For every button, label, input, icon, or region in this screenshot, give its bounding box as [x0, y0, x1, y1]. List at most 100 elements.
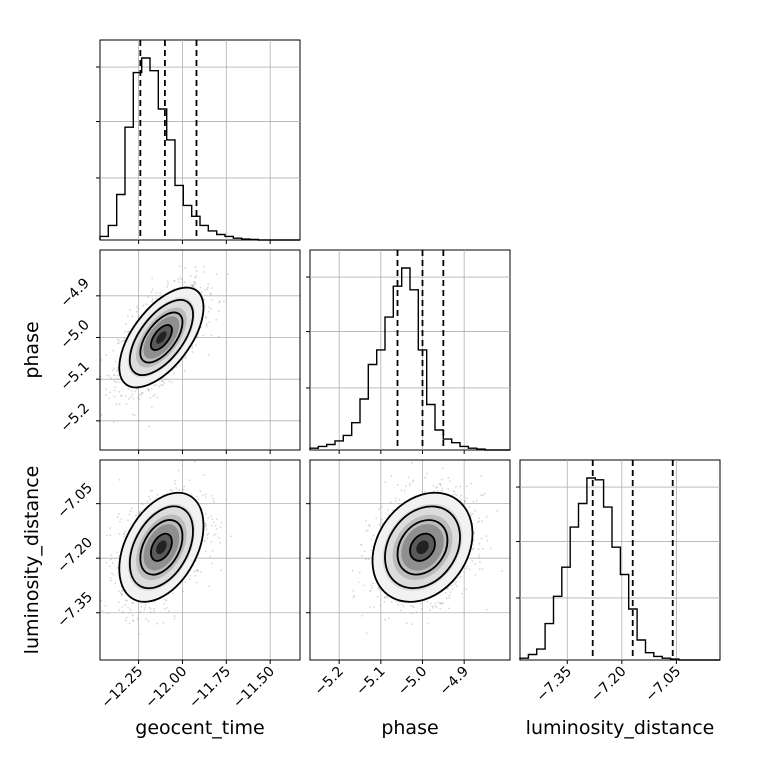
sample-point [383, 596, 386, 598]
sample-point [202, 494, 204, 497]
sample-point [120, 394, 123, 397]
sample-point [112, 349, 114, 352]
sample-point [153, 384, 155, 387]
sample-point [385, 595, 388, 598]
sample-point [117, 342, 119, 345]
sample-point [478, 517, 480, 520]
sample-point [161, 380, 163, 382]
sample-point [196, 336, 199, 338]
sample-point [180, 278, 183, 281]
sample-point [451, 494, 454, 496]
sample-point [171, 381, 174, 384]
sample-point [125, 599, 127, 601]
sample-point [164, 607, 166, 610]
sample-point [106, 534, 108, 537]
sample-point [143, 608, 146, 611]
y-tick-label: −5.1 [57, 359, 92, 394]
sample-point [145, 618, 148, 620]
sample-point [367, 558, 370, 560]
xlabel-phase: phase [381, 717, 438, 739]
sample-point [173, 615, 176, 618]
sample-point [191, 345, 194, 347]
sample-point [395, 600, 398, 603]
sample-point [472, 501, 475, 503]
y-tick-label: −7.20 [54, 535, 96, 577]
sample-point [127, 388, 130, 390]
sample-point [215, 273, 218, 275]
sample-point [126, 599, 128, 602]
sample-point [411, 623, 413, 626]
sample-point [155, 292, 158, 294]
sample-point [429, 609, 431, 612]
sample-point [163, 603, 166, 605]
sample-point [140, 393, 143, 396]
x-tick-label: −7.05 [643, 664, 685, 706]
hist-step-line [309, 267, 510, 451]
sample-point [200, 326, 203, 329]
sample-point [101, 610, 104, 612]
sample-point [109, 391, 112, 394]
sample-point [81, 390, 83, 392]
sample-point [464, 501, 466, 503]
sample-point [214, 533, 217, 535]
sample-point [141, 391, 144, 394]
sample-point [474, 509, 477, 512]
sample-point [203, 540, 206, 542]
sample-point [166, 606, 169, 609]
sample-point [212, 534, 215, 537]
sample-point [120, 518, 123, 520]
sample-point [451, 588, 454, 591]
sample-point [130, 396, 132, 398]
sample-point [116, 338, 119, 341]
sample-point [476, 521, 479, 524]
sample-point [125, 323, 128, 326]
sample-point [178, 489, 181, 491]
sample-point [439, 602, 442, 604]
sample-point [145, 303, 148, 306]
sample-point [115, 381, 117, 383]
sample-point [191, 351, 194, 353]
sample-point [192, 284, 195, 287]
sample-point [124, 330, 127, 333]
sample-point [191, 284, 194, 287]
sample-point [155, 497, 158, 499]
sample-point [206, 288, 209, 291]
sample-point [153, 607, 156, 610]
sample-point [116, 369, 118, 372]
sample-point [193, 286, 196, 289]
sample-point [100, 414, 103, 416]
sample-point [470, 514, 473, 517]
sample-point [441, 601, 444, 604]
sample-point [210, 495, 213, 497]
sample-point [363, 550, 366, 553]
sample-point [377, 507, 380, 510]
sample-point [207, 310, 210, 313]
sample-point [132, 397, 135, 400]
sample-point [131, 602, 133, 605]
sample-point [439, 602, 441, 605]
contour-line [396, 519, 449, 576]
sample-point [171, 489, 174, 492]
density-panel-phase-luminosity_distance [306, 459, 511, 664]
sample-point [138, 633, 141, 635]
sample-point [148, 425, 151, 428]
sample-point [479, 561, 481, 564]
sample-point [368, 524, 371, 526]
sample-point [188, 578, 191, 581]
sample-point [365, 632, 368, 635]
sample-point [172, 592, 175, 595]
sample-point [108, 375, 111, 377]
sample-point [175, 487, 178, 489]
sample-point [369, 589, 372, 592]
sample-point [421, 491, 424, 494]
sample-point [376, 595, 379, 598]
sample-point [120, 590, 123, 592]
sample-point [164, 598, 166, 601]
sample-point [127, 606, 129, 609]
sample-point [485, 535, 488, 538]
sample-point [105, 354, 108, 356]
sample-point [118, 533, 121, 535]
sample-point [97, 547, 99, 549]
sample-point [411, 461, 414, 464]
density-shade [156, 331, 167, 344]
